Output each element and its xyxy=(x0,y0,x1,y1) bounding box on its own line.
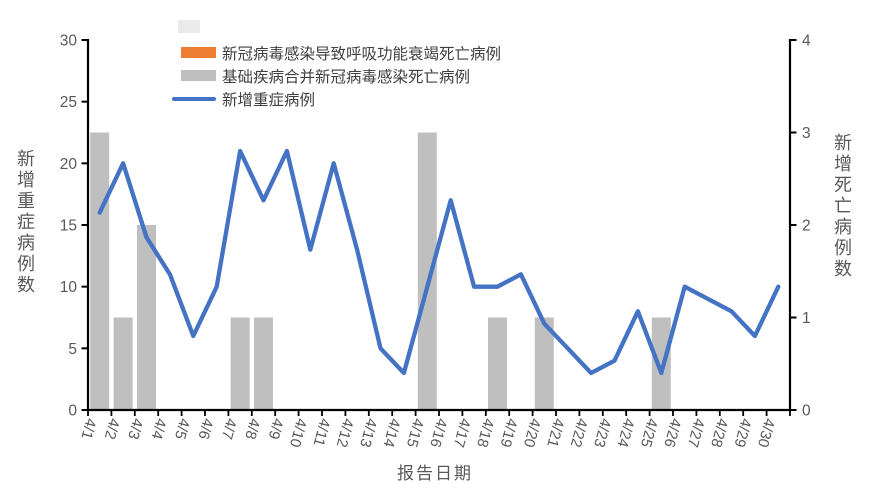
legend-swatch-box xyxy=(168,47,216,58)
x-axis-category-label: 4/3 xyxy=(124,416,146,441)
left-axis-tick-label: 10 xyxy=(60,279,78,296)
x-axis-category-label: 4/8 xyxy=(241,416,263,441)
bar xyxy=(230,317,250,410)
x-axis-category-label: 4/5 xyxy=(171,416,193,441)
x-axis-category-label: 4/2 xyxy=(101,416,123,441)
x-axis-category-label: 4/20 xyxy=(520,416,544,449)
legend-item-new-severe-cases: 新增重症病例 xyxy=(168,87,501,110)
left-axis-tick-label: 0 xyxy=(68,403,77,420)
left-axis-tick-label: 25 xyxy=(60,94,77,111)
x-axis-category-label: 4/27 xyxy=(684,416,708,449)
bar xyxy=(488,317,507,410)
x-axis-category-label: 4/15 xyxy=(403,416,427,449)
left-axis-tick-label: 5 xyxy=(68,341,77,358)
right-axis-tick-label: 2 xyxy=(802,218,811,235)
bar xyxy=(417,132,437,410)
x-axis-category-label: 4/13 xyxy=(356,416,380,449)
left-axis-tick-label: 30 xyxy=(60,33,78,50)
legend-label: 新增重症病例 xyxy=(222,91,316,109)
bar xyxy=(90,132,110,410)
right-axis-tick-label: 1 xyxy=(802,310,811,327)
right-axis-title: 新增死亡病例数 xyxy=(832,133,852,280)
x-axis-category-label: 4/19 xyxy=(496,416,520,449)
x-axis-category-label: 4/6 xyxy=(194,416,216,441)
x-axis-title: 报告日期 xyxy=(397,464,473,483)
x-axis-category-label: 4/30 xyxy=(754,416,778,449)
legend-item-underlying-disease-deaths: 基础疾病合并新冠病毒感染死亡病例 xyxy=(168,64,501,87)
legend-label: 新冠病毒感染导致呼吸功能衰竭死亡病例 xyxy=(222,45,502,63)
legend-label: 基础疾病合并新冠病毒感染死亡病例 xyxy=(222,68,471,86)
left-axis-tick-label: 20 xyxy=(60,156,78,173)
legend-swatch-box xyxy=(168,70,216,81)
bar xyxy=(651,317,671,410)
bar xyxy=(137,225,156,410)
right-axis-tick-label: 0 xyxy=(802,403,811,420)
right-axis-tick-label: 3 xyxy=(802,125,811,142)
legend-artifact-fragment xyxy=(178,20,200,33)
x-axis-category-label: 4/10 xyxy=(286,416,310,449)
bar xyxy=(254,317,273,410)
x-axis-category-label: 4/18 xyxy=(473,416,497,449)
bar xyxy=(534,317,554,410)
x-axis-category-label: 4/9 xyxy=(265,416,287,441)
x-axis-category-label: 4/28 xyxy=(707,416,731,449)
x-axis-category-label: 4/26 xyxy=(660,416,684,449)
left-axis-tick-label: 15 xyxy=(60,218,77,235)
x-axis-category-label: 4/12 xyxy=(333,416,357,449)
blue-line-swatch-icon xyxy=(172,96,216,101)
legend-item-resp-failure-deaths: 新冠病毒感染导致呼吸功能衰竭死亡病例 xyxy=(168,41,501,64)
orange-bar-swatch-icon xyxy=(181,47,216,58)
x-axis-category-label: 4/22 xyxy=(567,416,591,449)
x-axis-category-label: 4/29 xyxy=(730,416,754,449)
x-axis-category-label: 4/25 xyxy=(637,416,661,449)
legend: 新冠病毒感染导致呼吸功能衰竭死亡病例 基础疾病合并新冠病毒感染死亡病例 新增重症… xyxy=(168,41,501,110)
x-axis-category-label: 4/16 xyxy=(426,416,450,449)
right-axis-tick-label: 4 xyxy=(802,33,811,50)
x-axis-category-label: 4/11 xyxy=(310,416,334,448)
x-axis-category-label: 4/21 xyxy=(543,416,567,449)
x-axis-category-label: 4/1 xyxy=(77,416,99,441)
x-axis-category-label: 4/23 xyxy=(590,416,614,449)
x-axis-category-label: 4/17 xyxy=(450,416,474,449)
bar xyxy=(113,317,133,410)
x-axis-category-label: 4/4 xyxy=(148,416,170,441)
gray-bar-swatch-icon xyxy=(181,70,216,81)
severe-cases-line xyxy=(97,148,781,376)
x-axis-category-label: 4/24 xyxy=(613,416,637,449)
x-axis-category-label: 4/7 xyxy=(218,416,240,441)
left-axis-title: 新增重症病例数 xyxy=(15,149,35,296)
x-axis-category-label: 4/14 xyxy=(379,416,403,449)
legend-swatch-box xyxy=(168,96,216,101)
